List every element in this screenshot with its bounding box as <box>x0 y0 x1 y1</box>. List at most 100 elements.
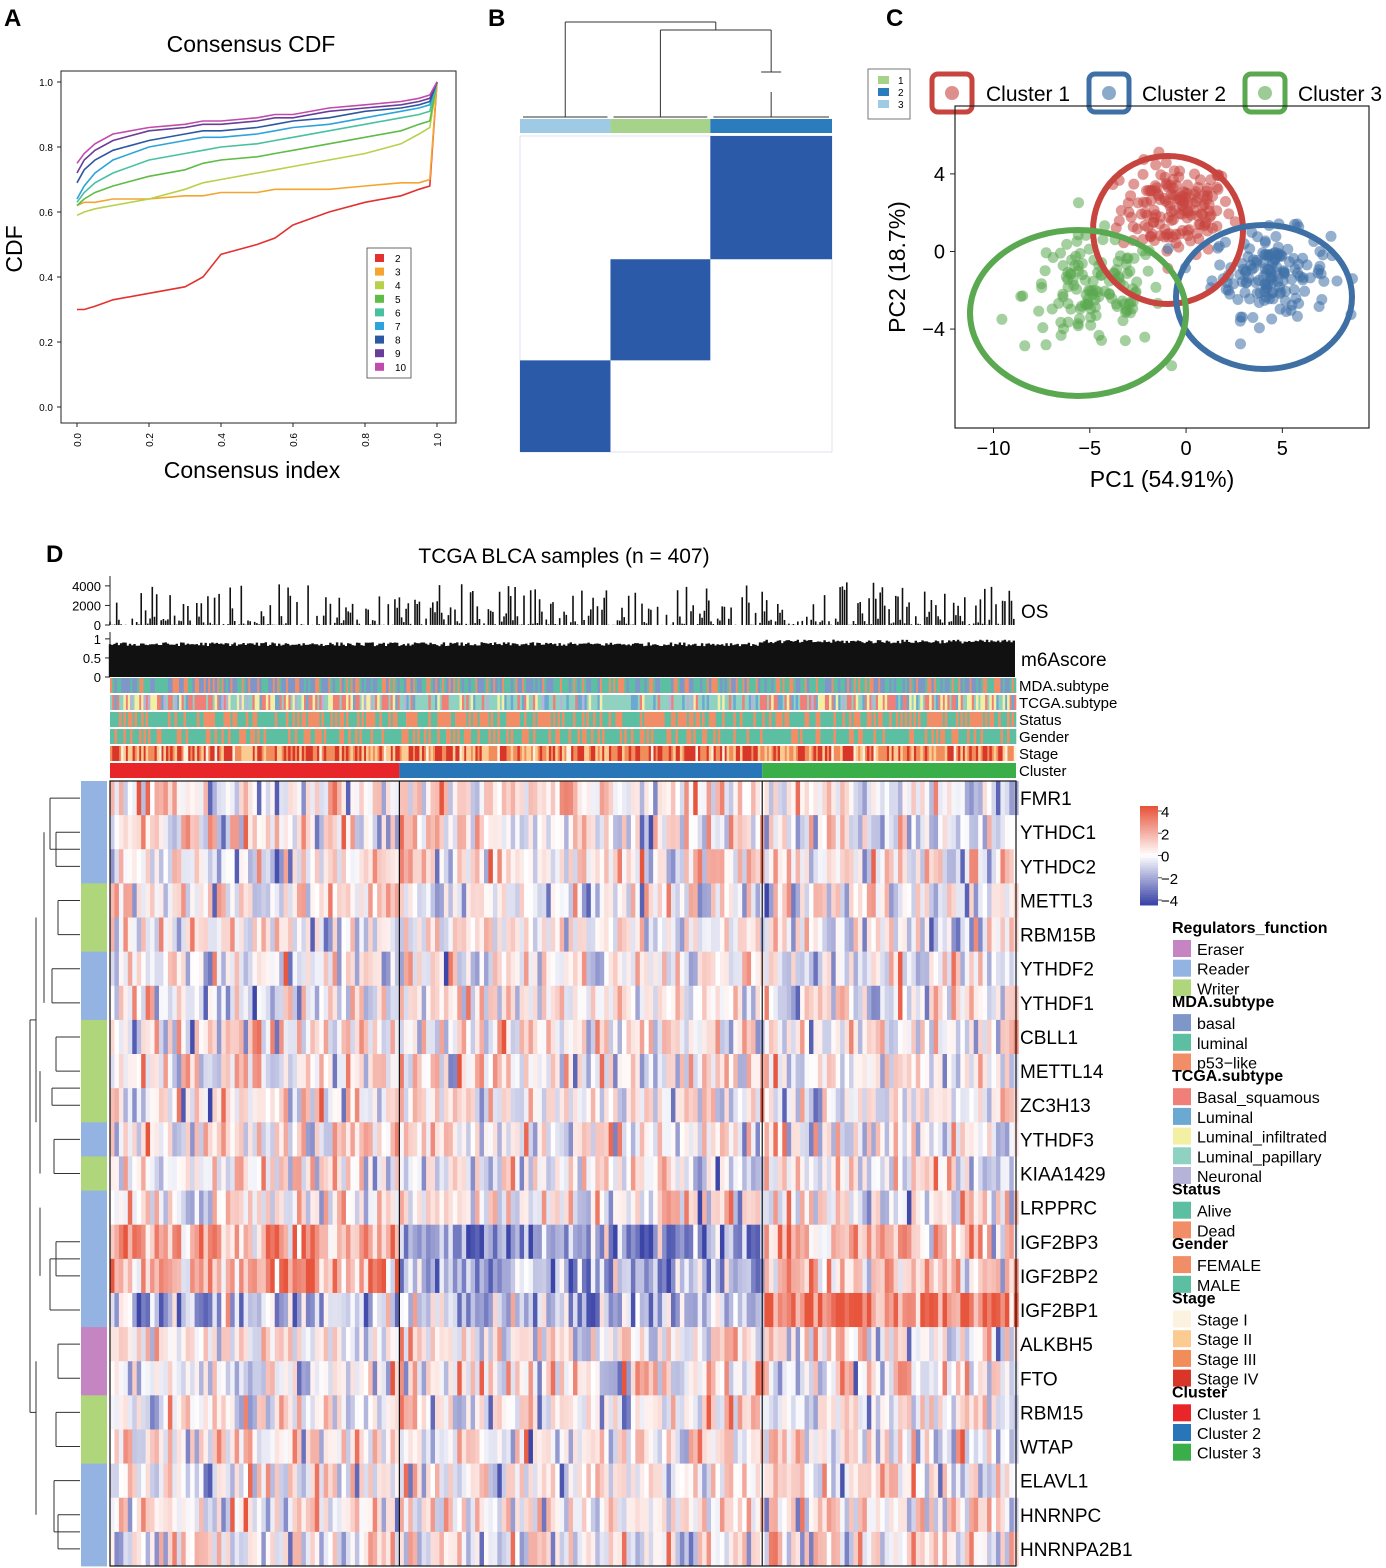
heatmap-cell <box>150 1088 155 1123</box>
heatmap-cell <box>826 1429 832 1464</box>
heatmap-cell <box>670 815 676 850</box>
heatmap-cell <box>136 1019 142 1055</box>
heatmap-cell <box>604 781 610 816</box>
heatmap-cell <box>911 1190 917 1225</box>
heatmap-cell <box>653 1122 658 1157</box>
heatmap-cell <box>813 781 819 816</box>
heatmap-cell <box>604 1088 610 1123</box>
pca-point-cluster-1 <box>1122 197 1134 209</box>
heatmap-cell <box>399 1429 405 1464</box>
heatmap-cell <box>123 1088 129 1123</box>
pca-point-cluster-2 <box>1247 312 1259 323</box>
heatmap-cell <box>857 917 863 952</box>
heatmap-cell <box>239 1327 244 1362</box>
heatmap-cell <box>479 1190 485 1225</box>
heatmap-cell <box>354 1463 360 1499</box>
heatmap-cell <box>880 1054 886 1089</box>
heatmap-cell <box>537 1019 543 1055</box>
heatmap-cell <box>345 1088 351 1123</box>
heatmap-cell <box>114 917 120 952</box>
heatmap-cell <box>1000 849 1006 884</box>
heatmap-cell <box>466 781 472 816</box>
heatmap-cell <box>323 1497 329 1533</box>
heatmap-cell <box>1004 917 1010 952</box>
heatmap-cell <box>345 1361 351 1396</box>
heatmap-cell <box>252 985 258 1021</box>
heatmap-cell <box>466 849 472 884</box>
heatmap-cell <box>381 985 387 1021</box>
heatmap-cell <box>332 1190 338 1225</box>
heatmap-cell <box>733 1395 739 1430</box>
heatmap-cell <box>982 1088 988 1123</box>
heatmap-cell <box>635 1429 641 1464</box>
heatmap-cell <box>314 815 320 850</box>
heatmap-cell <box>746 849 752 884</box>
heatmap-cell <box>813 1156 819 1191</box>
pca-point-cluster-1 <box>1149 180 1161 192</box>
heatmap-cell <box>791 917 797 952</box>
heatmap-cell <box>158 1122 164 1157</box>
heatmap-cell <box>768 917 774 952</box>
heatmap-cell <box>955 1361 961 1396</box>
heatmap-cell <box>426 1054 431 1089</box>
heatmap-cell <box>929 1395 935 1430</box>
heatmap-cell <box>1009 1122 1015 1157</box>
heatmap-cell <box>826 815 832 850</box>
heatmap-cell <box>443 1497 449 1533</box>
heatmap-cell <box>933 951 939 987</box>
heatmap-cell <box>817 1122 823 1157</box>
heatmap-cell <box>501 985 507 1021</box>
heatmap-cell <box>742 1258 748 1294</box>
heatmap-cell <box>435 1156 440 1191</box>
heatmap-cell <box>337 917 342 952</box>
heatmap-cell <box>862 1327 868 1362</box>
heatmap-cell <box>906 1395 912 1430</box>
heatmap-cell <box>150 1122 155 1157</box>
heatmap-cell <box>341 1054 347 1089</box>
heatmap-cell <box>216 1054 222 1089</box>
heatmap-cell <box>537 849 543 884</box>
heatmap-cell <box>880 1122 886 1157</box>
heatmap-cell <box>190 1122 195 1157</box>
pca-point-cluster-3 <box>1121 268 1133 279</box>
heatmap-cell <box>274 1190 280 1225</box>
heatmap-cell <box>737 849 743 884</box>
heatmap-cell <box>751 1258 756 1294</box>
heatmap-cell <box>305 1497 311 1533</box>
heatmap-cell <box>742 985 748 1021</box>
heatmap-cell <box>288 1054 293 1089</box>
annotation-tcga-subtype-cells <box>130 695 874 710</box>
heatmap-cell <box>719 1122 725 1157</box>
heatmap-cell <box>777 883 783 918</box>
pca-point-cluster-1 <box>1155 169 1167 181</box>
heatmap-cell <box>884 1463 890 1499</box>
heatmap-cell <box>314 1361 320 1396</box>
heatmap-cell <box>1004 1463 1010 1499</box>
heatmap-cell <box>199 815 204 850</box>
heatmap-cell <box>274 1122 280 1157</box>
heatmap-cell <box>114 985 120 1021</box>
heatmap-cell <box>822 1122 828 1157</box>
heatmap-cell <box>141 1258 147 1294</box>
heatmap-cell <box>457 1190 463 1225</box>
heatmap-cell <box>871 917 877 952</box>
heatmap-cell <box>786 883 792 918</box>
heatmap-cell <box>350 1224 356 1260</box>
heatmap-cell <box>666 1054 672 1089</box>
heatmap-cell <box>145 1054 151 1089</box>
heatmap-cell <box>630 1258 636 1294</box>
heatmap-cell <box>724 1292 730 1328</box>
heatmap-cell <box>875 1190 881 1225</box>
heatmap-cell <box>866 815 872 850</box>
heatmap-cell <box>328 1224 333 1260</box>
heatmap-cell <box>857 1122 863 1157</box>
heatmap-cell <box>639 883 645 918</box>
heatmap-cell <box>492 1292 498 1328</box>
heatmap-cell <box>118 1497 124 1533</box>
heatmap-cell <box>564 917 569 952</box>
heatmap-cell <box>163 1122 169 1157</box>
heatmap-cell <box>697 1122 703 1157</box>
heatmap-cell <box>951 1361 957 1396</box>
heatmap-cell <box>987 1190 992 1225</box>
heatmap-cell <box>483 1327 489 1362</box>
